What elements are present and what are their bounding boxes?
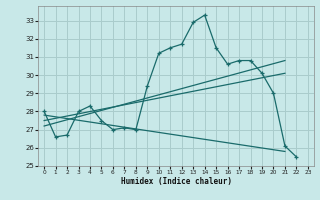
X-axis label: Humidex (Indice chaleur): Humidex (Indice chaleur) xyxy=(121,177,231,186)
